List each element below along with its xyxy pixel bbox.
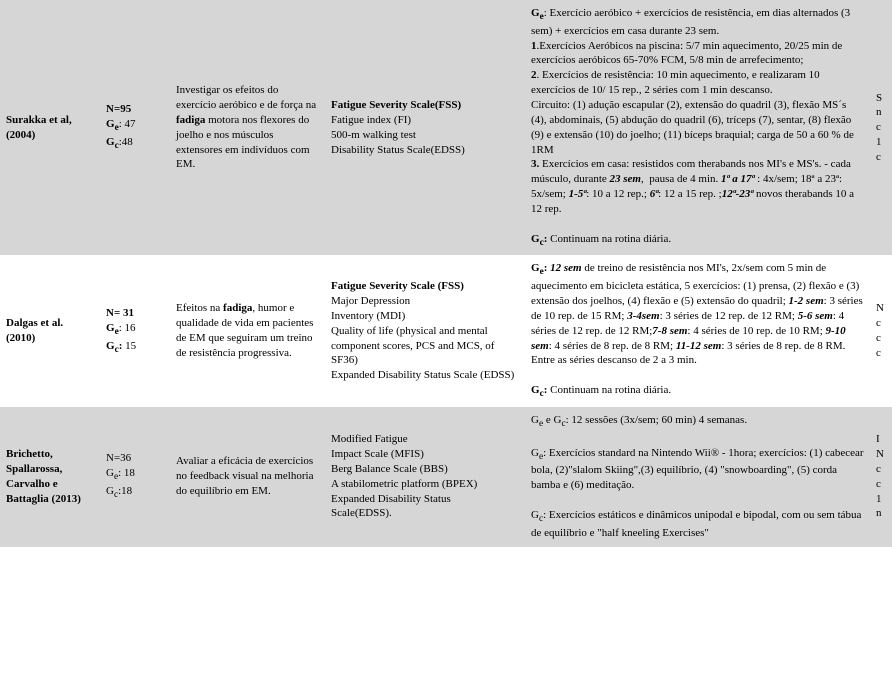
author-cell: Surakka et al, (2004) (0, 0, 100, 255)
cutoff-cell: Snc1c (870, 0, 892, 255)
protocol-cell: Ge e Gc: 12 sessões (3x/sem; 60 min) 4 s… (525, 407, 870, 547)
study-table: Surakka et al, (2004)N=95Ge: 47Gc:48Inve… (0, 0, 892, 547)
author-cell: Dalgas et al. (2010) (0, 255, 100, 407)
measures-cell: Fatigue Severity Scale (FSS)Major Depres… (325, 255, 525, 407)
sample-size-cell: N= 31Ge: 16Gc: 15 (100, 255, 170, 407)
objective-cell: Avaliar a eficácia de exercícios no feed… (170, 407, 325, 547)
measures-cell: Modified FatigueImpact Scale (MFIS)Berg … (325, 407, 525, 547)
objective-cell: Efeitos na fadiga, humor e qualidade de … (170, 255, 325, 407)
cutoff-cell: Nccc (870, 255, 892, 407)
table-row: Dalgas et al. (2010)N= 31Ge: 16Gc: 15Efe… (0, 255, 892, 407)
cutoff-cell: INcc1n (870, 407, 892, 547)
protocol-cell: Ge: Exercício aeróbico + exercícios de r… (525, 0, 870, 255)
sample-size-cell: N=36Ge: 18Gc:18 (100, 407, 170, 547)
sample-size-cell: N=95Ge: 47Gc:48 (100, 0, 170, 255)
author-cell: Brichetto, Spallarossa, Carvalho e Batta… (0, 407, 100, 547)
protocol-cell: Ge: 12 sem de treino de resistência nos … (525, 255, 870, 407)
table-row: Surakka et al, (2004)N=95Ge: 47Gc:48Inve… (0, 0, 892, 255)
measures-cell: Fatigue Severity Scale(FSS)Fatigue index… (325, 0, 525, 255)
table-row: Brichetto, Spallarossa, Carvalho e Batta… (0, 407, 892, 547)
objective-cell: Investigar os efeitos do exercício aerób… (170, 0, 325, 255)
